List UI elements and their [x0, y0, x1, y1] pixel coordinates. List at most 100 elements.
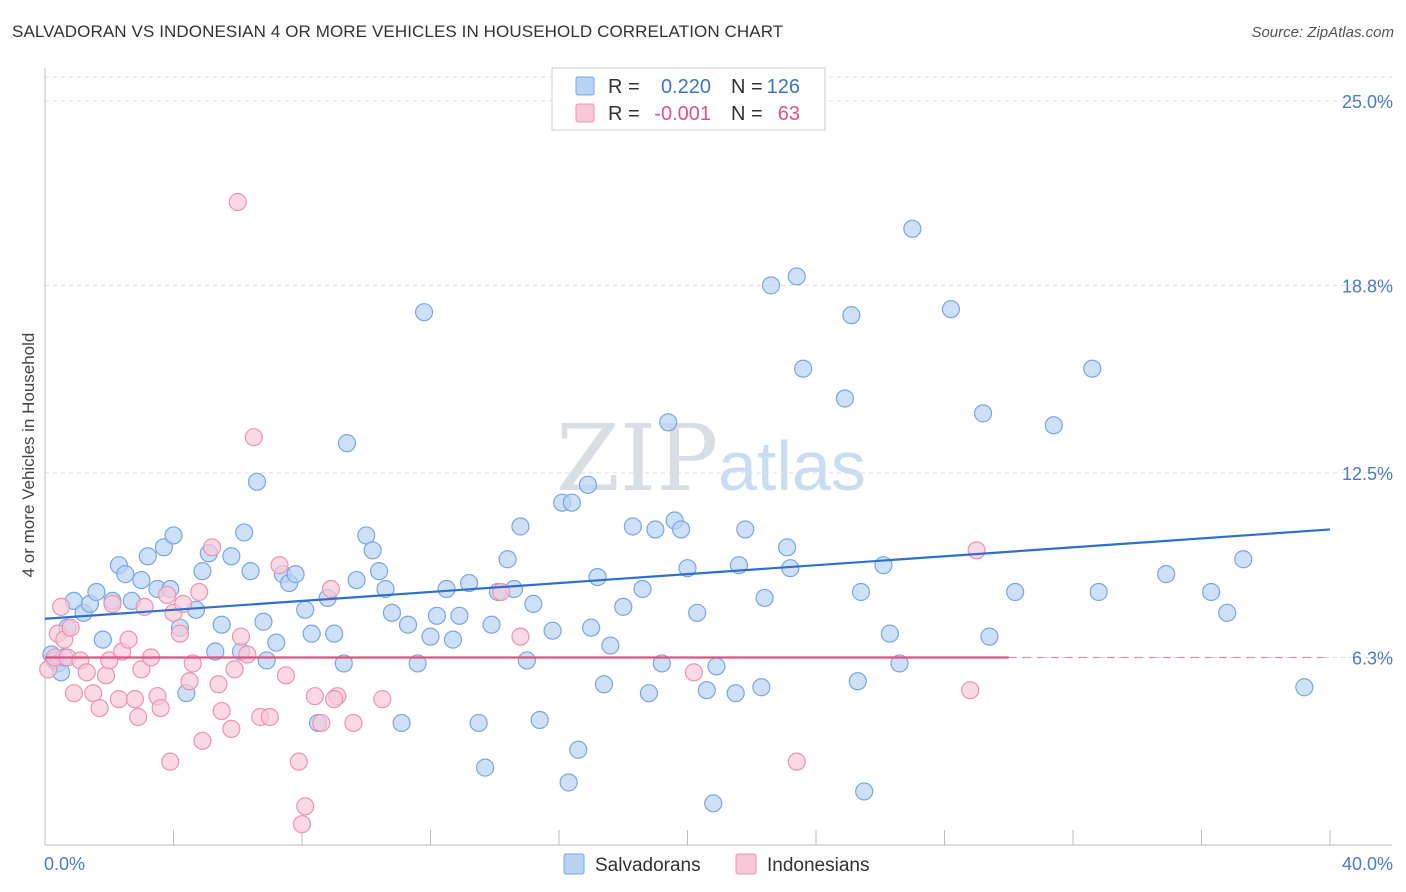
- salvadoran-point: [848, 672, 867, 691]
- series-legend-swatch-indonesians: [735, 853, 757, 875]
- y-tick-label: 6.3%: [1352, 648, 1393, 668]
- salvadoran-point: [337, 434, 357, 453]
- salvadoran-point: [787, 267, 806, 286]
- y-tick-label: 18.8%: [1342, 276, 1393, 296]
- source-label: Source: ZipAtlas.com: [1251, 24, 1394, 41]
- indonesian-point: [238, 645, 257, 664]
- salvadoran-point: [842, 306, 861, 325]
- salvadoran-point: [588, 567, 607, 587]
- indonesian-point: [103, 594, 122, 613]
- indonesian-point: [305, 687, 324, 706]
- legend-n-value-pink: 63: [778, 103, 800, 125]
- salvadoran-point: [704, 794, 723, 813]
- salvadoran-point: [154, 538, 173, 557]
- legend-n-label-pink: N =: [731, 103, 763, 125]
- indonesian-point: [289, 752, 308, 771]
- chart-title: SALVADORAN VS INDONESIAN 4 OR MORE VEHIC…: [12, 22, 784, 41]
- salvadoran-point: [601, 636, 620, 655]
- y-tick-label: 12.5%: [1342, 464, 1393, 484]
- indonesian-point: [373, 690, 392, 709]
- salvadoran-point: [1006, 582, 1025, 602]
- y-tick-labels: 6.3% 12.5% 18.8% 25.0%: [1342, 92, 1393, 669]
- indonesian-point: [202, 538, 222, 557]
- y-axis-label: 4 or more Vehicles in Household: [19, 333, 38, 578]
- correlation-legend: R = 0.220 N = 126 R = -0.001 N = 63: [551, 67, 826, 131]
- indonesian-point: [684, 663, 704, 682]
- salvadoran-point: [559, 773, 578, 792]
- salvadoran-point: [138, 547, 157, 566]
- salvadoran-point: [903, 219, 922, 238]
- indonesian-point: [209, 675, 228, 694]
- watermark-atlas: atlas: [718, 427, 866, 505]
- indonesian-point: [190, 582, 209, 602]
- salvadoran-point: [469, 713, 488, 733]
- indonesians-points: [39, 192, 986, 834]
- salvadoran-point: [296, 600, 315, 619]
- series-legend: Salvadorans Indonesians: [563, 853, 869, 876]
- salvadoran-point: [688, 603, 707, 622]
- salvadoran-point: [623, 517, 642, 536]
- salvadoran-point: [325, 624, 344, 643]
- salvadoran-point: [116, 565, 135, 584]
- indonesian-point: [967, 541, 986, 560]
- indonesian-point: [511, 627, 530, 646]
- indonesian-point: [64, 684, 84, 703]
- indonesian-point: [296, 797, 315, 816]
- salvadoran-point: [437, 579, 456, 599]
- x-tick-label-min: 0.0%: [44, 854, 85, 874]
- x-axis-ticks: [44, 830, 1331, 845]
- salvadoran-point: [646, 520, 665, 539]
- salvadoran-point: [941, 300, 961, 319]
- salvadoran-point: [302, 624, 321, 643]
- salvadoran-point: [582, 618, 601, 637]
- salvadoran-point: [594, 675, 614, 694]
- salvadoran-point: [1157, 565, 1176, 584]
- legend-r-label-pink: R =: [608, 103, 640, 125]
- indonesian-point: [170, 624, 190, 643]
- salvadoran-point: [421, 627, 440, 646]
- indonesian-point: [222, 719, 241, 739]
- indonesian-point: [225, 660, 244, 679]
- indonesian-point: [292, 815, 312, 834]
- legend-n-label-blue: N =: [731, 76, 763, 98]
- salvadorans-trend-line: [44, 528, 1331, 620]
- salvadoran-point: [1044, 416, 1063, 435]
- salvadoran-point: [1202, 582, 1221, 602]
- indonesian-point: [132, 660, 151, 679]
- salvadoran-point: [241, 562, 260, 581]
- salvadoran-point: [1295, 678, 1314, 697]
- salvadoran-point: [334, 654, 353, 673]
- salvadoran-point: [851, 582, 871, 602]
- indonesian-point: [193, 731, 212, 750]
- salvadoran-point: [761, 276, 781, 295]
- salvadoran-point: [517, 651, 536, 670]
- salvadoran-point: [726, 684, 745, 703]
- trend-lines: [44, 528, 1331, 659]
- indonesian-point: [325, 690, 344, 709]
- salvadoran-point: [87, 582, 106, 602]
- salvadoran-point: [247, 472, 267, 491]
- salvadoran-point: [652, 654, 671, 673]
- series-legend-swatch-salvadorans: [563, 853, 585, 875]
- indonesian-point: [344, 713, 363, 733]
- salvadoran-point: [578, 475, 598, 494]
- salvadoran-point: [376, 579, 395, 599]
- salvadoran-point: [659, 413, 678, 432]
- salvadoran-point: [880, 624, 899, 643]
- salvadoran-point: [671, 520, 691, 539]
- legend-r-value-pink: -0.001: [654, 103, 711, 125]
- salvadoran-point: [459, 573, 479, 593]
- salvadoran-point: [132, 570, 151, 590]
- indonesian-point: [183, 654, 202, 673]
- salvadoran-point: [678, 559, 697, 578]
- salvadoran-point: [1083, 359, 1102, 378]
- salvadoran-point: [382, 603, 402, 622]
- salvadoran-point: [347, 570, 366, 590]
- salvadoran-point: [569, 740, 588, 759]
- salvadoran-point: [752, 678, 771, 697]
- salvadoran-point: [890, 654, 909, 673]
- salvadoran-point: [254, 612, 273, 631]
- salvadoran-point: [736, 520, 755, 539]
- indonesian-point: [119, 630, 138, 649]
